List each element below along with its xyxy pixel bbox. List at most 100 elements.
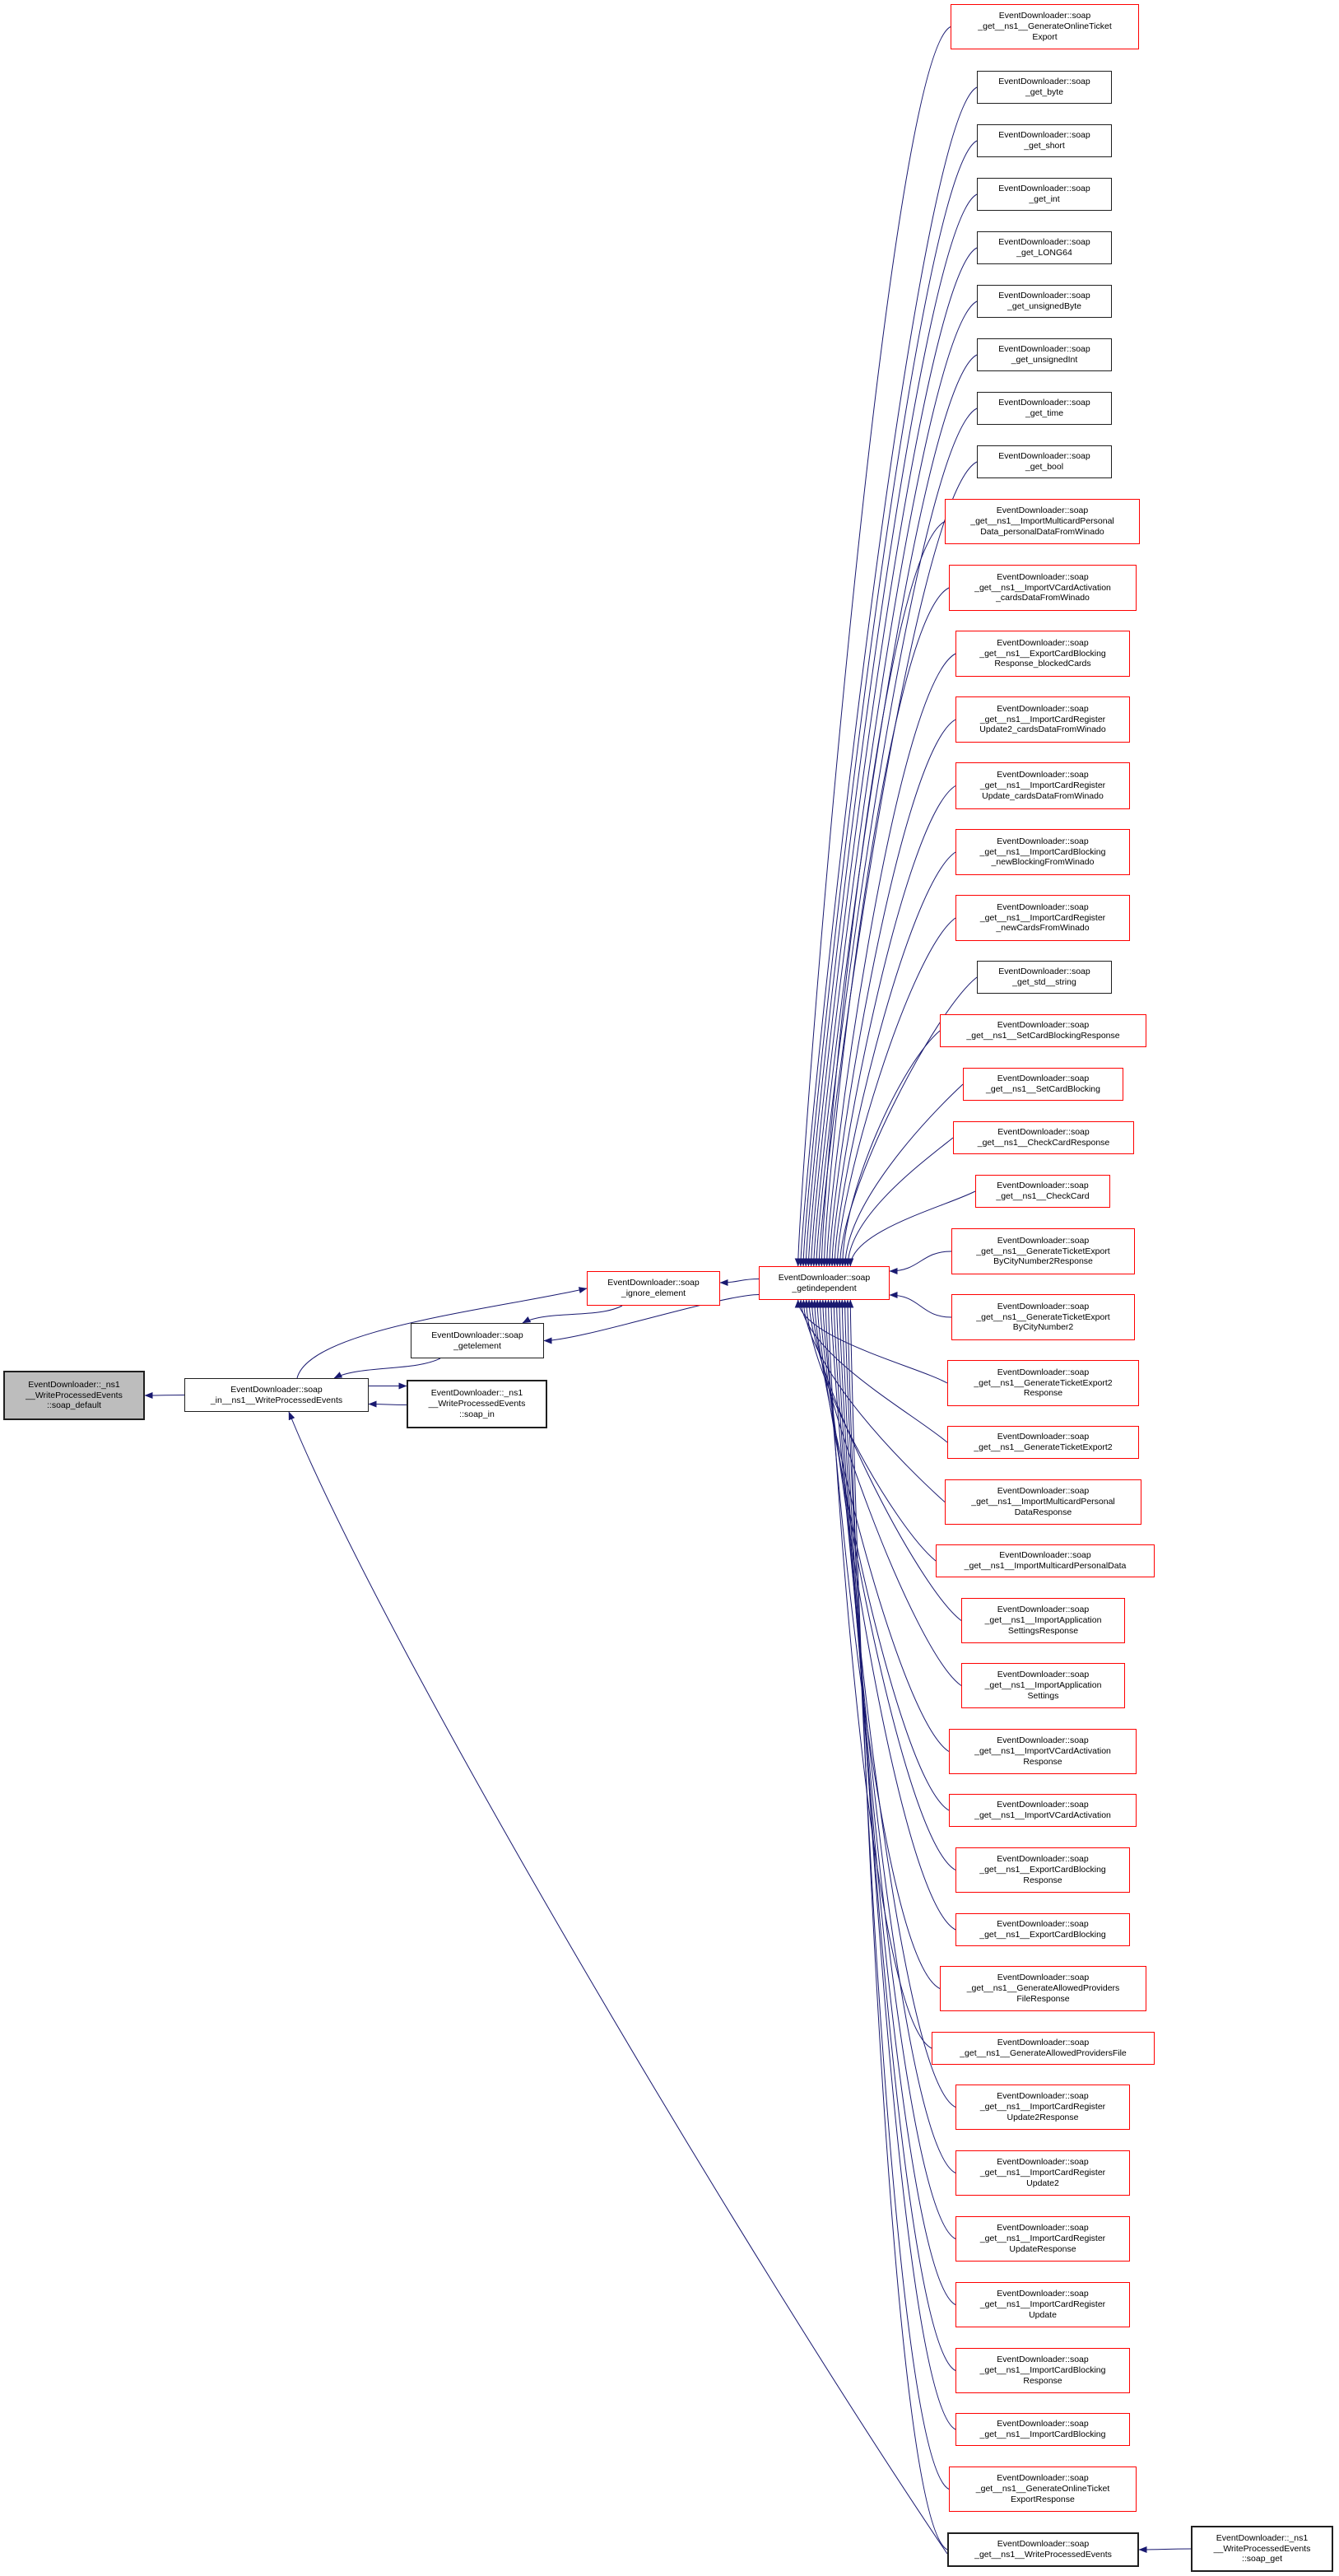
edge-get_ImportApplicationSettings-to-soap_getindependent	[808, 1299, 962, 1686]
node-get_CheckCardResponse[interactable]: EventDownloader::soap _get__ns1__CheckCa…	[953, 1121, 1134, 1154]
node-soap_getelement[interactable]: EventDownloader::soap _getelement	[411, 1323, 544, 1358]
edge-get_ImportCardRegisterUpdate_cardsDataFromWinado-to-soap_getindependent	[829, 785, 956, 1267]
edge-get_ImportVCardActivation-to-soap_getindependent	[814, 1299, 950, 1811]
node-get_CheckCard[interactable]: EventDownloader::soap _get__ns1__CheckCa…	[975, 1175, 1110, 1208]
edge-get_GenerateOnlineTicketExportResponse-to-soap_getindependent	[844, 1299, 950, 2490]
node-get_unsignedByte[interactable]: EventDownloader::soap _get_unsignedByte	[977, 285, 1112, 318]
node-get_SetCardBlocking[interactable]: EventDownloader::soap _get__ns1__SetCard…	[963, 1068, 1123, 1101]
edge-get_ns1_WriteProcessedEvents-to-soap_in_ns1_wpe	[288, 1411, 948, 2555]
node-get_ImportVCardActivation[interactable]: EventDownloader::soap _get__ns1__ImportV…	[949, 1794, 1137, 1827]
node-get_ImportMulticardPersonalData[interactable]: EventDownloader::soap _get__ns1__ImportM…	[936, 1544, 1155, 1577]
edge-get_GenerateAllowedProvidersFileResponse-to-soap_getindependent	[822, 1299, 941, 1989]
node-ns1_wpe_soap_in[interactable]: EventDownloader::_ns1 __WriteProcessedEv…	[407, 1380, 547, 1428]
edge-get_unsignedByte-to-soap_getindependent	[807, 300, 978, 1267]
node-get_byte[interactable]: EventDownloader::soap _get_byte	[977, 71, 1112, 104]
edge-soap_ignore_element-to-soap_getelement	[522, 1305, 623, 1324]
edge-get_short-to-soap_getindependent	[800, 140, 978, 1267]
node-get_ImportCardRegisterUpdate_cardsDataFromWinado[interactable]: EventDownloader::soap _get__ns1__ImportC…	[955, 762, 1130, 809]
node-get_ImportCardRegisterUpdate2Response[interactable]: EventDownloader::soap _get__ns1__ImportC…	[955, 2085, 1130, 2130]
edge-get_ImportMulticardPersonalData_personalDataFromWinado-to-soap_getindependent	[818, 521, 946, 1267]
edge-get_ImportCardRegisterUpdate2Response-to-soap_getindependent	[827, 1299, 956, 2108]
node-get_ns1_WriteProcessedEvents[interactable]: EventDownloader::soap _get__ns1__WritePr…	[947, 2532, 1139, 2567]
node-soap_default: EventDownloader::_ns1 __WriteProcessedEv…	[3, 1371, 145, 1420]
node-soap_in_ns1_wpe[interactable]: EventDownloader::soap _in__ns1__WritePro…	[184, 1378, 369, 1412]
node-get_bool[interactable]: EventDownloader::soap _get_bool	[977, 445, 1112, 478]
node-get_GenerateOnlineTicketExportResponse[interactable]: EventDownloader::soap _get__ns1__Generat…	[949, 2467, 1137, 2512]
edge-get_time-to-soap_getindependent	[812, 408, 978, 1267]
edge-get_SetCardBlockingResponse-to-soap_getindependent	[839, 1030, 941, 1267]
edge-get_ImportCardBlocking-to-soap_getindependent	[841, 1299, 956, 2430]
edge-get_ImportCardBlockingResponse-to-soap_getindependent	[839, 1299, 956, 2371]
edge-get_byte-to-soap_getindependent	[797, 86, 978, 1267]
edge-get_ImportVCardActivation_cardsDataFromWinado-to-soap_getindependent	[821, 587, 950, 1267]
node-get_GenerateTicketExport2Response[interactable]: EventDownloader::soap _get__ns1__Generat…	[947, 1360, 1139, 1406]
edge-get_ExportCardBlockingResponse_blockedCards-to-soap_getindependent	[823, 653, 956, 1267]
node-get_int[interactable]: EventDownloader::soap _get_int	[977, 178, 1112, 211]
node-get_ImportApplicationSettings[interactable]: EventDownloader::soap _get__ns1__ImportA…	[961, 1663, 1125, 1708]
node-get_ImportMulticardPersonalDataResponse[interactable]: EventDownloader::soap _get__ns1__ImportM…	[945, 1479, 1141, 1525]
edge-soap_getindependent-to-soap_getelement	[543, 1294, 760, 1344]
node-get_GenerateTicketExportByCityNumber2Response[interactable]: EventDownloader::soap _get__ns1__Generat…	[951, 1228, 1135, 1274]
edge-get_ImportCardRegister_newCardsFromWinado-to-soap_getindependent	[834, 917, 956, 1267]
edge-get_ImportCardRegisterUpdate2_cardsDataFromWinado-to-soap_getindependent	[825, 719, 956, 1267]
edge-get_SetCardBlocking-to-soap_getindependent	[841, 1083, 964, 1267]
edge-ns1_wpe_soap_in-to-soap_in_ns1_wpe	[368, 1400, 407, 1408]
edge-get_GenerateTicketExport2-to-soap_getindependent	[797, 1299, 948, 1443]
edge-get_ImportCardRegisterUpdate-to-soap_getindependent	[835, 1299, 956, 2305]
edge-get_CheckCard-to-soap_getindependent	[847, 1190, 976, 1267]
edge-get_GenerateTicketExportByCityNumber2Response-to-soap_getindependent	[889, 1251, 952, 1274]
node-get_ImportCardBlocking_newBlockingFromWinado[interactable]: EventDownloader::soap _get__ns1__ImportC…	[955, 829, 1130, 875]
edge-get_ImportMulticardPersonalData-to-soap_getindependent	[802, 1299, 937, 1562]
edge-get_ImportCardBlocking_newBlockingFromWinado-to-soap_getindependent	[831, 851, 956, 1267]
node-get_GenerateAllowedProvidersFile[interactable]: EventDownloader::soap _get__ns1__Generat…	[932, 2032, 1155, 2065]
edge-soap_in_ns1_wpe-to-soap_ignore_element	[296, 1287, 588, 1379]
node-get_unsignedInt[interactable]: EventDownloader::soap _get_unsignedInt	[977, 338, 1112, 371]
edge-get_ImportCardRegisterUpdateResponse-to-soap_getindependent	[833, 1299, 956, 2239]
node-get_ImportCardRegisterUpdate[interactable]: EventDownloader::soap _get__ns1__ImportC…	[955, 2282, 1130, 2327]
node-get_short[interactable]: EventDownloader::soap _get_short	[977, 124, 1112, 157]
edge-get_GenerateAllowedProvidersFile-to-soap_getindependent	[825, 1299, 932, 2049]
edge-soap_getelement-to-soap_in_ns1_wpe	[333, 1358, 441, 1379]
edge-get_ns1_WriteProcessedEvents-to-soap_getindependent	[847, 1299, 948, 2550]
edge-get_ImportMulticardPersonalDataResponse-to-soap_getindependent	[800, 1299, 946, 1502]
edge-get_CheckCardResponse-to-soap_getindependent	[844, 1137, 954, 1267]
node-get_ImportVCardActivationResponse[interactable]: EventDownloader::soap _get__ns1__ImportV…	[949, 1729, 1137, 1774]
node-ns1_wpe_soap_get[interactable]: EventDownloader::_ns1 __WriteProcessedEv…	[1191, 2526, 1333, 2572]
node-get_ImportCardRegisterUpdate2_cardsDataFromWinado[interactable]: EventDownloader::soap _get__ns1__ImportC…	[955, 696, 1130, 743]
node-get_ImportVCardActivation_cardsDataFromWinado[interactable]: EventDownloader::soap _get__ns1__ImportV…	[949, 565, 1137, 611]
node-get_time[interactable]: EventDownloader::soap _get_time	[977, 392, 1112, 425]
node-get_ImportCardBlockingResponse[interactable]: EventDownloader::soap _get__ns1__ImportC…	[955, 2348, 1130, 2393]
edge-soap_in_ns1_wpe-to-soap_default	[144, 1391, 185, 1399]
edge-get_unsignedInt-to-soap_getindependent	[810, 354, 978, 1267]
edge-get_int-to-soap_getindependent	[802, 193, 978, 1267]
node-get_std_string[interactable]: EventDownloader::soap _get_std__string	[977, 961, 1112, 994]
node-get_ExportCardBlocking[interactable]: EventDownloader::soap _get__ns1__ExportC…	[955, 1913, 1130, 1946]
node-get_GenerateAllowedProvidersFileResponse[interactable]: EventDownloader::soap _get__ns1__Generat…	[940, 1966, 1146, 2011]
edge-get_GenerateOnlineTicketExport-to-soap_getindependent	[794, 26, 951, 1267]
edge-get_ImportApplicationSettingsResponse-to-soap_getindependent	[806, 1299, 962, 1621]
node-get_ImportApplicationSettingsResponse[interactable]: EventDownloader::soap _get__ns1__ImportA…	[961, 1598, 1125, 1643]
node-get_ExportCardBlockingResponse_blockedCards[interactable]: EventDownloader::soap _get__ns1__ExportC…	[955, 631, 1130, 677]
node-get_GenerateOnlineTicketExport[interactable]: EventDownloader::soap _get__ns1__Generat…	[951, 4, 1139, 49]
edge-get_ExportCardBlockingResponse-to-soap_getindependent	[816, 1299, 956, 1870]
node-get_ImportCardBlocking[interactable]: EventDownloader::soap _get__ns1__ImportC…	[955, 2413, 1130, 2446]
node-get_ImportCardRegisterUpdate2[interactable]: EventDownloader::soap _get__ns1__ImportC…	[955, 2150, 1130, 2196]
node-get_ExportCardBlockingResponse[interactable]: EventDownloader::soap _get__ns1__ExportC…	[955, 1847, 1130, 1893]
edge-get_std_string-to-soap_getindependent	[836, 976, 978, 1267]
edge-soap_getindependent-to-soap_ignore_element	[719, 1279, 760, 1286]
edge-get_LONG64-to-soap_getindependent	[805, 247, 978, 1267]
edge-get_ImportVCardActivationResponse-to-soap_getindependent	[811, 1299, 950, 1752]
node-soap_ignore_element[interactable]: EventDownloader::soap _ignore_element	[587, 1271, 720, 1306]
node-get_ImportCardRegister_newCardsFromWinado[interactable]: EventDownloader::soap _get__ns1__ImportC…	[955, 895, 1130, 941]
node-soap_getindependent[interactable]: EventDownloader::soap _getindependent	[759, 1266, 890, 1300]
node-get_ImportCardRegisterUpdateResponse[interactable]: EventDownloader::soap _get__ns1__ImportC…	[955, 2216, 1130, 2262]
node-get_ImportMulticardPersonalData_personalDataFromWinado[interactable]: EventDownloader::soap _get__ns1__ImportM…	[945, 499, 1140, 544]
node-get_LONG64[interactable]: EventDownloader::soap _get_LONG64	[977, 231, 1112, 264]
node-get_GenerateTicketExport2[interactable]: EventDownloader::soap _get__ns1__Generat…	[947, 1426, 1139, 1459]
edge-get_ImportCardRegisterUpdate2-to-soap_getindependent	[830, 1299, 956, 2173]
node-get_GenerateTicketExportByCityNumber2[interactable]: EventDownloader::soap _get__ns1__Generat…	[951, 1294, 1135, 1340]
edge-ns1_wpe_soap_get-to-get_ns1_WriteProcessedEvents	[1138, 2546, 1192, 2553]
node-get_SetCardBlockingResponse[interactable]: EventDownloader::soap _get__ns1__SetCard…	[940, 1014, 1146, 1047]
